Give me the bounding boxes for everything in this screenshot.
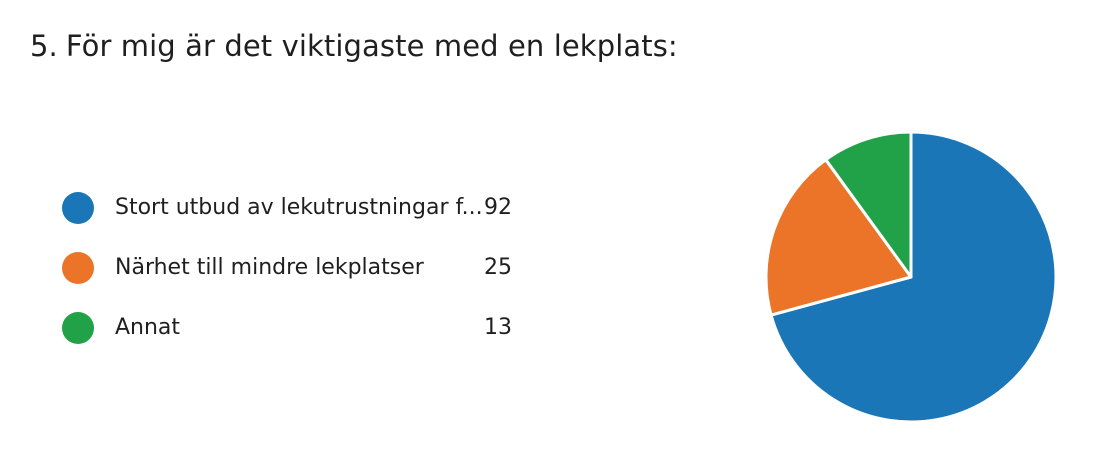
pie-slice-3[interactable] [824,130,913,279]
legend-swatch [62,252,94,284]
legend-item: Stort utbud av lekutrustningar f... 92 [62,186,522,246]
legend-swatch [62,192,94,224]
pie-slice-2[interactable] [764,158,913,317]
question-number: 5. [30,29,58,63]
legend-item: Annat 13 [62,306,522,366]
legend-count: 25 [484,255,512,280]
legend-label: Annat [115,315,181,340]
question-text: För mig är det viktigaste med en lekplat… [65,29,678,63]
legend-count: 92 [484,195,512,220]
legend-count: 13 [484,315,512,340]
legend-label: Närhet till mindre lekplatser [115,255,424,280]
question-title: 5. För mig är det viktigaste med en lekpl… [30,28,678,64]
pie-slice-1[interactable] [769,130,1058,424]
legend-swatch [62,312,94,344]
legend: Stort utbud av lekutrustningar f... 92 N… [62,186,522,366]
pie-slices [764,130,1058,424]
legend-label: Stort utbud av lekutrustningar f... [115,195,483,220]
legend-item: Närhet till mindre lekplatser 25 [62,246,522,306]
pie-chart [764,130,1058,424]
